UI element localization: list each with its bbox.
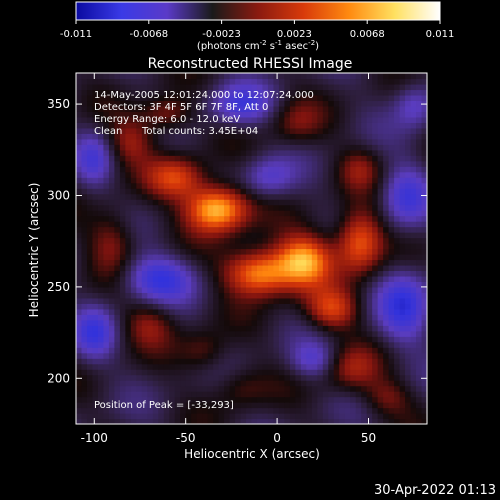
colorbar-gradient — [75, 1, 441, 21]
annotation-detectors: Detectors: 3F 4F 5F 6F 7F 8F, Att 0 — [94, 102, 268, 113]
colorbar-tick-label: -0.0068 — [129, 29, 168, 40]
colorbar-tick-label: -0.011 — [60, 29, 92, 40]
x-tick-label: -100 — [81, 431, 108, 445]
annotation-method: Clean — [94, 126, 122, 137]
colorbar: -0.011 -0.0068 -0.0023 0.0023 0.0068 0.011 (p… — [60, 1, 454, 52]
x-axis: -100 -50 0 50 — [81, 73, 376, 445]
colorbar-tick-label: 0.011 — [426, 29, 455, 40]
annotation-energy: Energy Range: 6.0 - 12.0 keV — [94, 114, 240, 125]
y-tick-label: 200 — [47, 371, 70, 385]
plot-frame — [75, 72, 428, 425]
heatmap-image — [76, 73, 427, 424]
x-tick-label: 50 — [361, 431, 376, 445]
annotation-time: 14-May-2005 12:01:24.000 to 12:07:24.000 — [94, 90, 314, 101]
colorbar-ticks: -0.011 -0.0068 -0.0023 0.0023 0.0068 0.011 — [60, 20, 454, 40]
colorbar-unit: (photons cm-2 s-1 asec-2) — [197, 39, 319, 52]
x-axis-label: Heliocentric X (arcsec) — [184, 447, 320, 461]
timestamp: 30-Apr-2022 01:13 — [374, 483, 496, 498]
y-axis-label: Heliocentric Y (arcsec) — [27, 183, 41, 318]
chart-title: Reconstructed RHESSI Image — [148, 56, 353, 72]
annotation-block: 14-May-2005 12:01:24.000 to 12:07:24.000… — [94, 90, 314, 411]
y-tick-label: 300 — [47, 188, 70, 202]
colorbar-tick-label: 0.0023 — [277, 29, 312, 40]
annotation-peak: Position of Peak = [-33,293] — [94, 400, 234, 411]
colorbar-tick-label: 0.0068 — [350, 29, 385, 40]
y-tick-label: 250 — [47, 280, 70, 294]
colorbar-tick-label: -0.0023 — [202, 29, 241, 40]
y-axis: 200 250 300 350 — [47, 97, 427, 385]
x-tick-label: -50 — [176, 431, 196, 445]
x-tick-label: 0 — [273, 431, 281, 445]
annotation-counts: Total counts: 3.45E+04 — [141, 126, 258, 137]
y-tick-label: 350 — [47, 97, 70, 111]
